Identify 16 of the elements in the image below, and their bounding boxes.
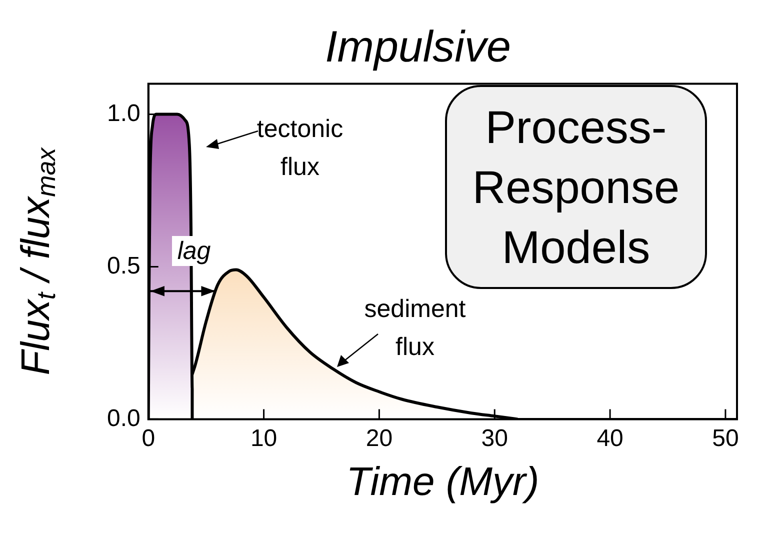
annotation: sediment flux bbox=[363, 294, 467, 363]
x-tick-label: 30 bbox=[481, 425, 508, 452]
x-tick-label: 40 bbox=[596, 425, 624, 452]
x-tick-label: 10 bbox=[250, 425, 278, 452]
y-tick-label: 0.5 bbox=[106, 252, 140, 280]
chart-title: Impulsive bbox=[325, 22, 511, 72]
y-tick-label: 1.0 bbox=[106, 100, 140, 127]
x-tick-label: 0 bbox=[142, 425, 156, 452]
x-axis-title: Time (Myr) bbox=[346, 460, 540, 504]
y-axis-title: Fluxt / fluxmax bbox=[14, 146, 62, 376]
y-tick-label: 0.0 bbox=[106, 404, 140, 432]
annotation: lag bbox=[172, 236, 216, 266]
annotation: Process-Response Models bbox=[445, 85, 707, 289]
x-tick-label: 20 bbox=[366, 425, 393, 452]
x-tick-label: 50 bbox=[712, 425, 739, 452]
annotation: tectonic flux bbox=[256, 114, 344, 183]
